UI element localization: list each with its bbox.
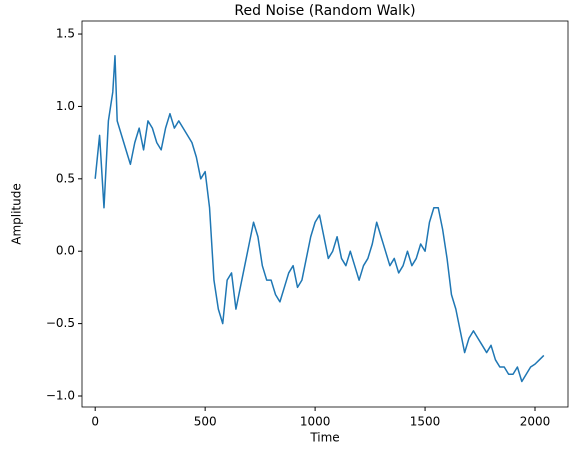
y-axis-label: Amplitude — [10, 183, 24, 245]
y-tick-label: −0.5 — [46, 316, 75, 330]
x-tick-label: 2000 — [520, 415, 551, 429]
chart-title: Red Noise (Random Walk) — [234, 3, 415, 19]
y-tick-label: −1.0 — [46, 388, 75, 402]
x-tick-label: 500 — [194, 415, 217, 429]
y-tick-label: 1.5 — [56, 27, 75, 41]
x-tick-label: 1500 — [410, 415, 441, 429]
y-tick-label: 1.0 — [56, 99, 75, 113]
x-tick-label: 0 — [91, 415, 99, 429]
x-axis-label: Time — [309, 431, 339, 445]
data-line — [94, 55, 545, 383]
plot-frame — [81, 20, 569, 408]
x-tick-label: 1000 — [300, 415, 331, 429]
y-tick-label: 0.5 — [56, 171, 75, 185]
y-tick-label: 0.0 — [56, 244, 75, 258]
